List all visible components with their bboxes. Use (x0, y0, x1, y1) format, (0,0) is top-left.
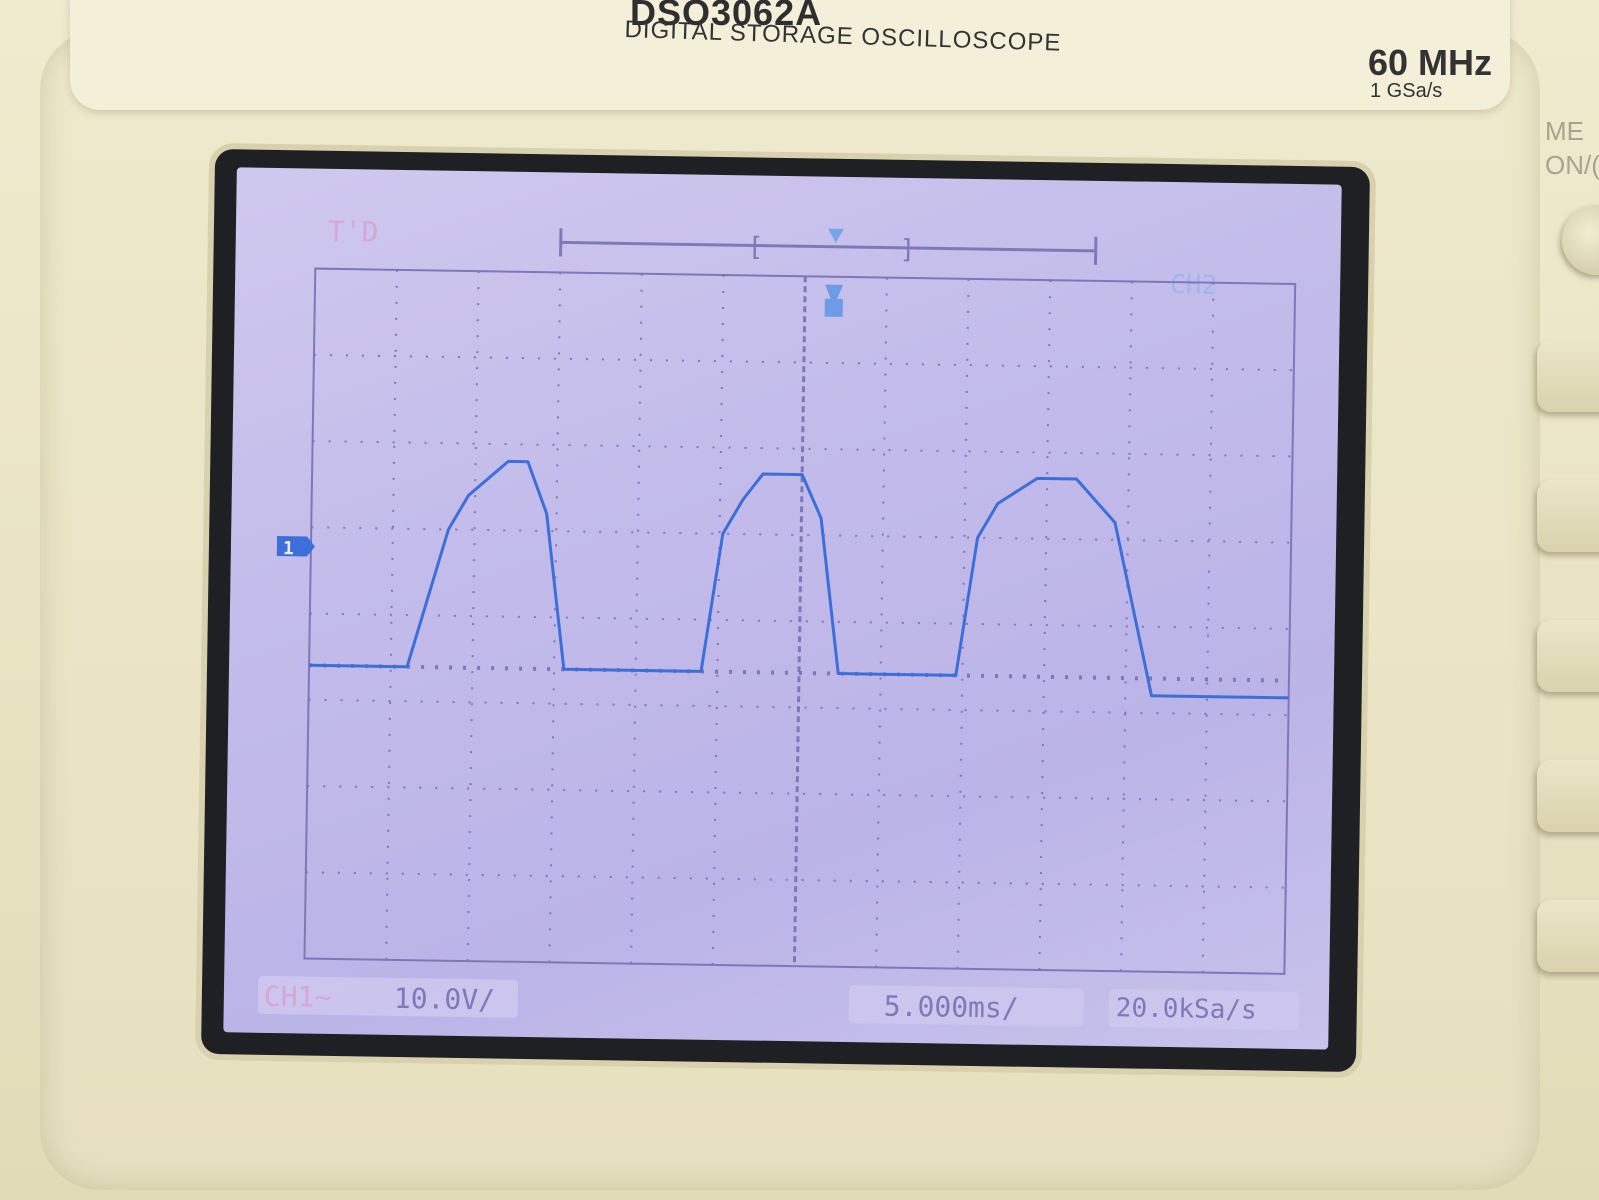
lcd-display: T'D CH2 [ ] 1 CH1~ 10.0V/ 5.000ms/ (223, 167, 1342, 1050)
channel-marker: 1 (276, 536, 315, 559)
grid-line-vertical (711, 274, 725, 965)
grid-line-horizontal (311, 526, 1292, 544)
softkey-button-2[interactable] (1537, 480, 1599, 552)
volts-per-div: 10.0V/ (393, 981, 496, 1017)
side-label-on: ON/( (1545, 150, 1599, 180)
trigger-position-icon (828, 228, 845, 243)
softkey-button-4[interactable] (1537, 760, 1599, 832)
ch1-marker-label: 1 (283, 538, 294, 559)
waveform-trace-1 (309, 459, 1289, 700)
model-name: DSO3062A (630, 0, 823, 33)
trace-group (309, 459, 1289, 700)
softkey-button-1[interactable] (1537, 340, 1599, 412)
sample-rate: 20.0kSa/s (1115, 993, 1257, 1026)
screen-frame: T'D CH2 [ ] 1 CH1~ 10.0V/ 5.000ms/ (200, 148, 1371, 1073)
grid-line-vertical (1038, 280, 1052, 971)
waveform-plot: [ ] 1 (276, 228, 1297, 975)
softkey-button-3[interactable] (1537, 620, 1599, 692)
ch1-ground-marker-icon (276, 536, 315, 557)
grid-line-horizontal (312, 440, 1293, 458)
nameplate (70, 0, 1510, 110)
grid-line-horizontal (305, 871, 1286, 889)
ch1-coupling: CH1~ (263, 979, 332, 1014)
grid-line-horizontal (308, 698, 1289, 717)
grid-line-vertical (1201, 282, 1215, 973)
grid-line-vertical (792, 276, 807, 967)
reference-line (309, 663, 1289, 683)
grid (303, 267, 1297, 975)
trigger-marker-icon (825, 284, 844, 307)
time-per-div: 5.000ms/ (883, 989, 1019, 1025)
softkey-button-5[interactable] (1537, 900, 1599, 972)
grid-line-horizontal (309, 612, 1290, 630)
memory-window-right: ] (899, 235, 915, 265)
grid-line-vertical (466, 271, 480, 962)
grid-line-horizontal (313, 353, 1294, 372)
memory-window-left: [ (747, 232, 763, 262)
grid-line-horizontal (307, 785, 1288, 803)
sample-rate-spec: 1 GSa/s (1370, 80, 1443, 102)
grid-line-vertical (630, 273, 643, 964)
trigger-marker-stem (824, 298, 843, 317)
side-label-menu: ME (1545, 116, 1584, 146)
memory-bar: [ ] (559, 228, 1098, 265)
grid-line-vertical (875, 277, 888, 968)
bandwidth-label: 60 MHz (1368, 42, 1493, 83)
